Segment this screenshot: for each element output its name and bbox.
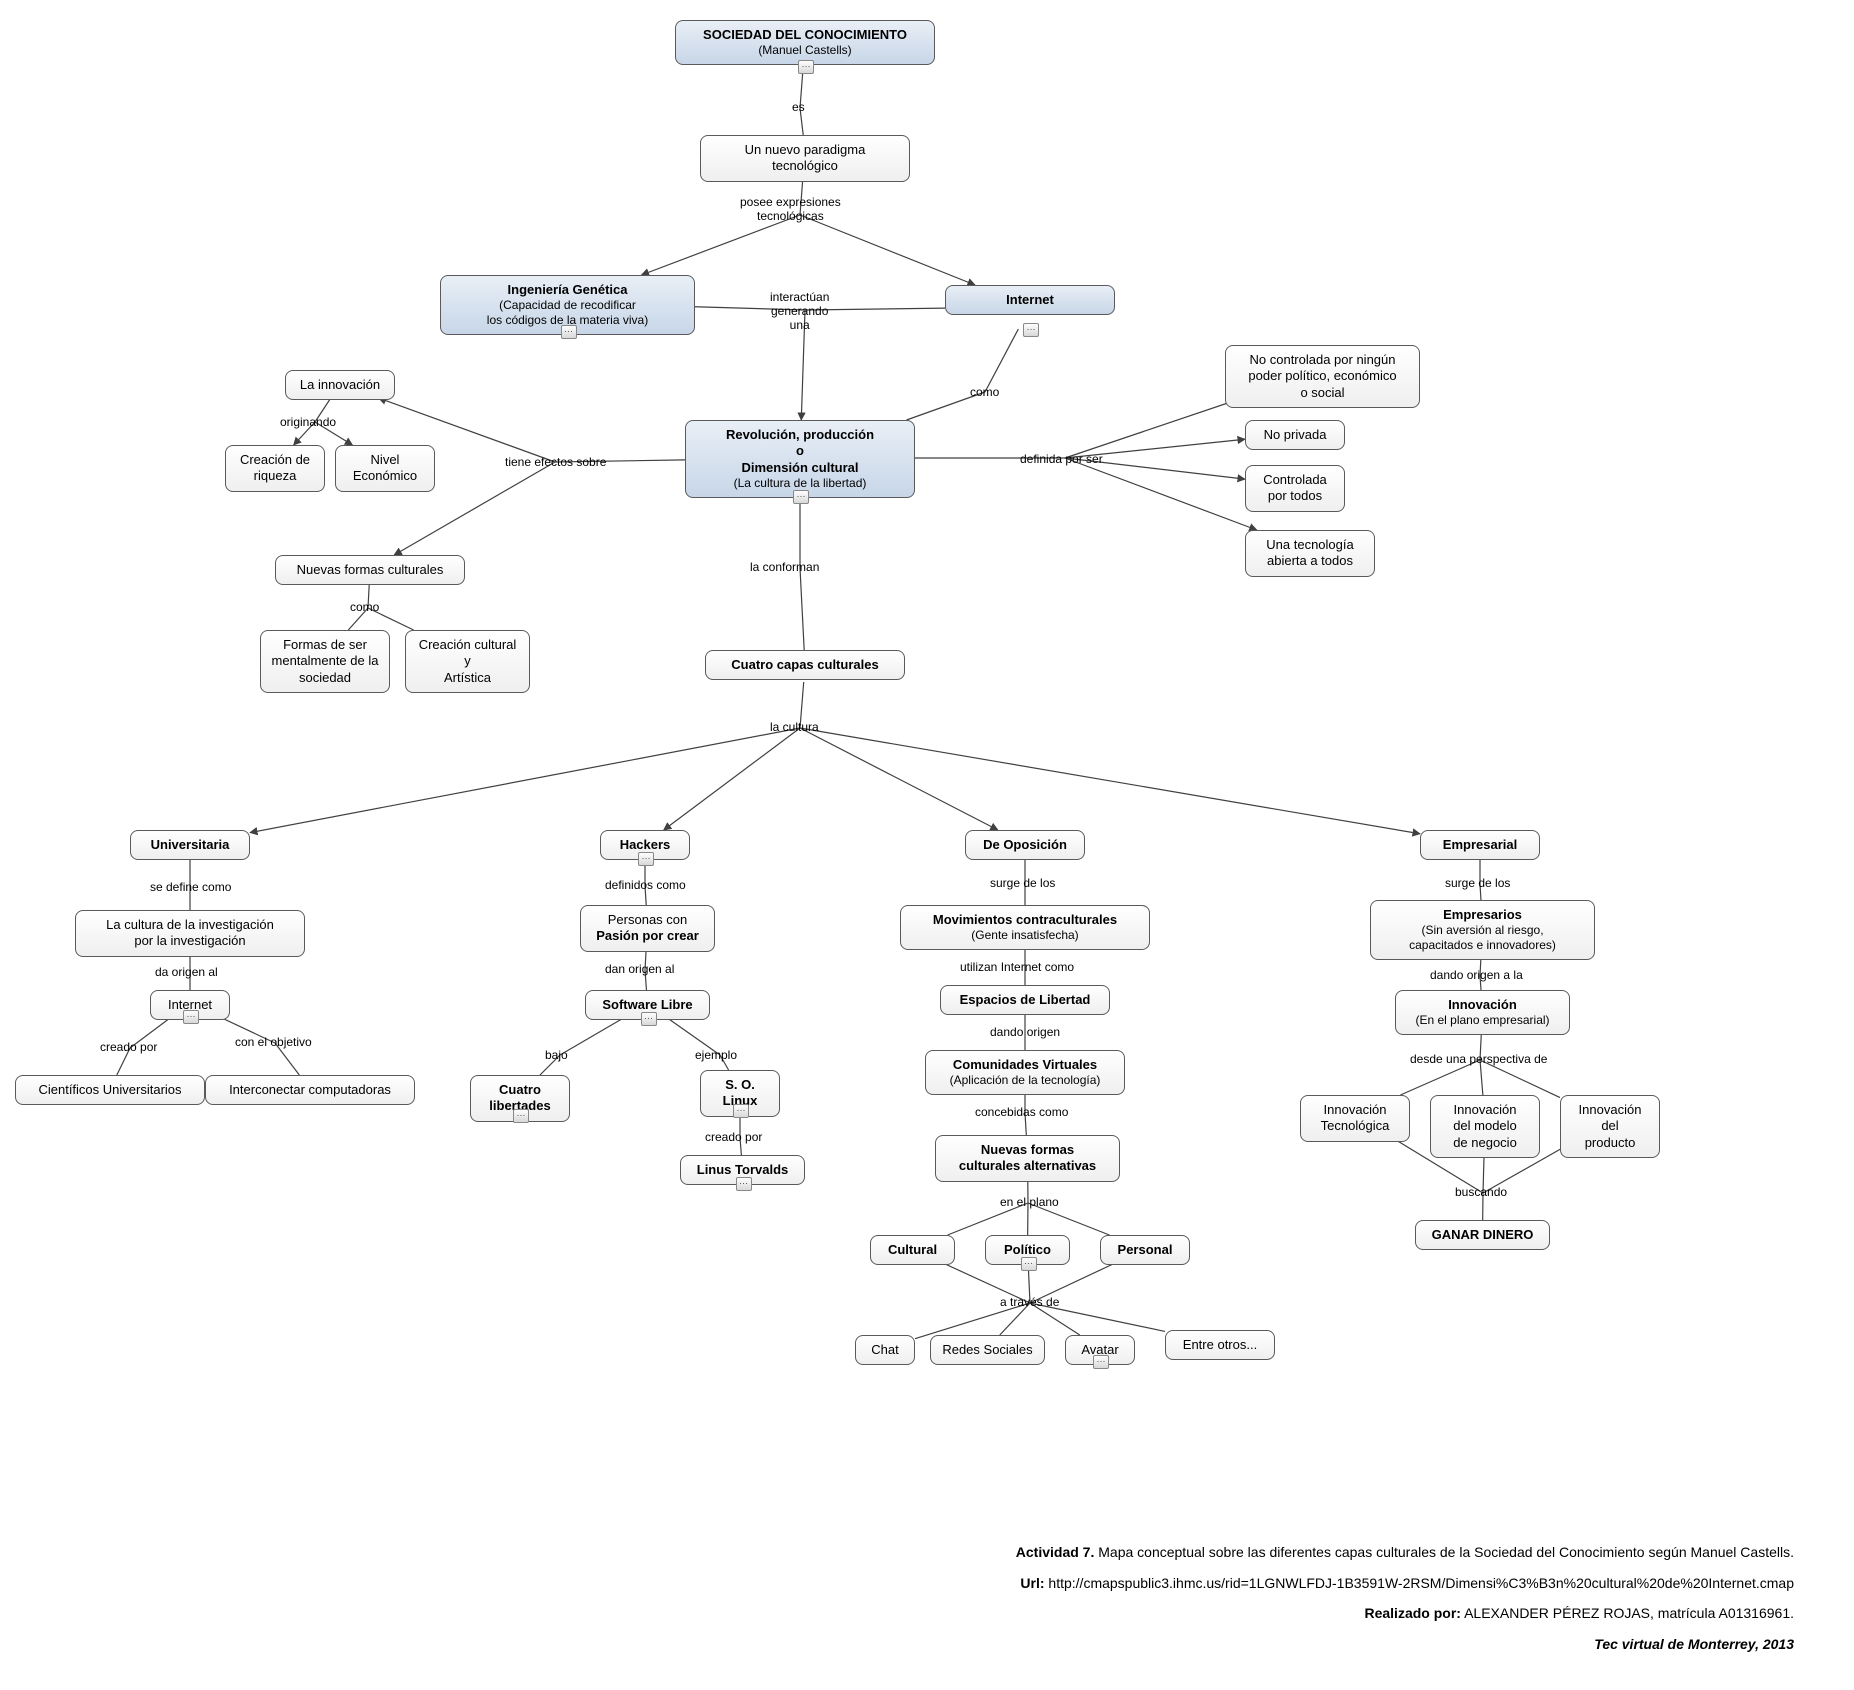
node-artistica: Creación culturalyArtística: [405, 630, 530, 693]
edge-label-dandoor: dando origen: [990, 1025, 1060, 1039]
edge-label-definida: definida por ser: [1020, 452, 1103, 466]
node-chat: Chat: [855, 1335, 915, 1365]
edge-label-cultura: la cultura: [770, 720, 819, 734]
edge-label-posee: posee expresiones tecnológicas: [740, 195, 841, 223]
edge-label-sedefine: se define como: [150, 880, 231, 894]
edge-label-enplano: en el plano: [1000, 1195, 1059, 1209]
edge-label-perspectiva: desde una perspectiva de: [1410, 1052, 1547, 1066]
node-univ: Universitaria: [130, 830, 250, 860]
node-ganar: GANAR DINERO: [1415, 1220, 1550, 1250]
edge-label-ejemplo: ejemplo: [695, 1048, 737, 1062]
node-cultural: Cultural: [870, 1235, 955, 1265]
node-pasion: Personas conPasión por crear: [580, 905, 715, 952]
node-nopriv: No privada: [1245, 420, 1345, 450]
edge-label-interactuan: interactúan generando una: [770, 290, 829, 332]
node-nocontrol: No controlada por ningúnpoder político, …: [1225, 345, 1420, 408]
node-empresarios: Empresarios(Sin aversión al riesgo,capac…: [1370, 900, 1595, 960]
footer-url-text: http://cmapspublic3.ihmc.us/rid=1LGNWLFD…: [1045, 1575, 1794, 1591]
node-root: SOCIEDAD DEL CONOCIMIENTO(Manuel Castell…: [675, 20, 935, 65]
footer-author-label: Realizado por:: [1364, 1605, 1460, 1621]
node-movcontra: Movimientos contraculturales(Gente insat…: [900, 905, 1150, 950]
node-rev: Revolución, producciónoDimensión cultura…: [685, 420, 915, 498]
edge-label-creadopor2: creado por: [705, 1130, 762, 1144]
edge-label-dandoorigen: dando origen a la: [1430, 968, 1523, 982]
node-intercon: Interconectar computadoras: [205, 1075, 415, 1105]
concept-map-canvas: Actividad 7. Mapa conceptual sobre las d…: [0, 0, 1854, 1690]
node-internet: Internet: [945, 285, 1115, 315]
edge-label-surge1: surge de los: [990, 876, 1055, 890]
node-formas: Formas de sermentalmente de lasociedad: [260, 630, 390, 693]
edge-label-efectos: tiene efectos sobre: [505, 455, 606, 469]
edge-label-surge2: surge de los: [1445, 876, 1510, 890]
footer-credits: Actividad 7. Mapa conceptual sobre las d…: [1016, 1537, 1794, 1660]
node-innneg: Innovacióndel modelode negocio: [1430, 1095, 1540, 1158]
edge-label-concebidas: concebidas como: [975, 1105, 1068, 1119]
node-espacios: Espacios de Libertad: [940, 985, 1110, 1015]
edge-label-como1: como: [970, 385, 999, 399]
edge-label-daorigen: da origen al: [155, 965, 218, 979]
node-innprod: Innovacióndelproducto: [1560, 1095, 1660, 1158]
node-otros: Entre otros...: [1165, 1330, 1275, 1360]
edge-label-danorigen: dan origen al: [605, 962, 674, 976]
expander-icon[interactable]: ⋯: [561, 325, 577, 339]
expander-icon[interactable]: ⋯: [641, 1012, 657, 1026]
edge-label-creadopor: creado por: [100, 1040, 157, 1054]
expander-icon[interactable]: ⋯: [513, 1109, 529, 1123]
node-nuevas: Nuevas formas culturales: [275, 555, 465, 585]
edge-label-utilizan: utilizan Internet como: [960, 960, 1074, 974]
expander-icon[interactable]: ⋯: [1023, 323, 1039, 337]
node-cientif: Científicos Universitarios: [15, 1075, 205, 1105]
footer-activity-text: Mapa conceptual sobre las diferentes cap…: [1094, 1544, 1794, 1560]
node-innovacion: Innovación(En el plano empresarial): [1395, 990, 1570, 1035]
edge-label-buscando: buscando: [1455, 1185, 1507, 1199]
expander-icon[interactable]: ⋯: [1021, 1257, 1037, 1271]
edge-label-atraves: a través de: [1000, 1295, 1059, 1309]
node-redes: Redes Sociales: [930, 1335, 1045, 1365]
edge-label-conobj: con el objetivo: [235, 1035, 312, 1049]
node-riqueza: Creación deriqueza: [225, 445, 325, 492]
node-opos: De Oposición: [965, 830, 1085, 860]
edge-label-originando: originando: [280, 415, 336, 429]
footer-author-text: ALEXANDER PÉREZ ROJAS, matrícula A013169…: [1461, 1605, 1794, 1621]
node-empr: Empresarial: [1420, 830, 1540, 860]
edge-label-como2: como: [350, 600, 379, 614]
footer-url-label: Url:: [1020, 1575, 1044, 1591]
node-nuevasalt: Nuevas formasculturales alternativas: [935, 1135, 1120, 1182]
node-paradigma: Un nuevo paradigma tecnológico: [700, 135, 910, 182]
node-comvirt: Comunidades Virtuales(Aplicación de la t…: [925, 1050, 1125, 1095]
footer-activity-label: Actividad 7.: [1016, 1544, 1095, 1560]
edge-label-conforman: la conforman: [750, 560, 819, 574]
expander-icon[interactable]: ⋯: [638, 852, 654, 866]
expander-icon[interactable]: ⋯: [736, 1177, 752, 1191]
node-inntec: InnovaciónTecnológica: [1300, 1095, 1410, 1142]
edges-layer: [0, 0, 1854, 1690]
expander-icon[interactable]: ⋯: [1093, 1355, 1109, 1369]
node-abierta: Una tecnologíaabierta a todos: [1245, 530, 1375, 577]
footer-institution: Tec virtual de Monterrey, 2013: [1594, 1636, 1794, 1652]
node-cuatro: Cuatro capas culturales: [705, 650, 905, 680]
edge-label-defcomo: definidos como: [605, 878, 686, 892]
node-personal: Personal: [1100, 1235, 1190, 1265]
expander-icon[interactable]: ⋯: [798, 60, 814, 74]
expander-icon[interactable]: ⋯: [733, 1104, 749, 1118]
node-innov: La innovación: [285, 370, 395, 400]
node-nivel: NivelEconómico: [335, 445, 435, 492]
edge-label-es: es: [792, 100, 805, 114]
expander-icon[interactable]: ⋯: [793, 490, 809, 504]
edge-label-bajo: bajo: [545, 1048, 568, 1062]
expander-icon[interactable]: ⋯: [183, 1010, 199, 1024]
node-contr: Controladapor todos: [1245, 465, 1345, 512]
node-culturainv: La cultura de la investigaciónpor la inv…: [75, 910, 305, 957]
